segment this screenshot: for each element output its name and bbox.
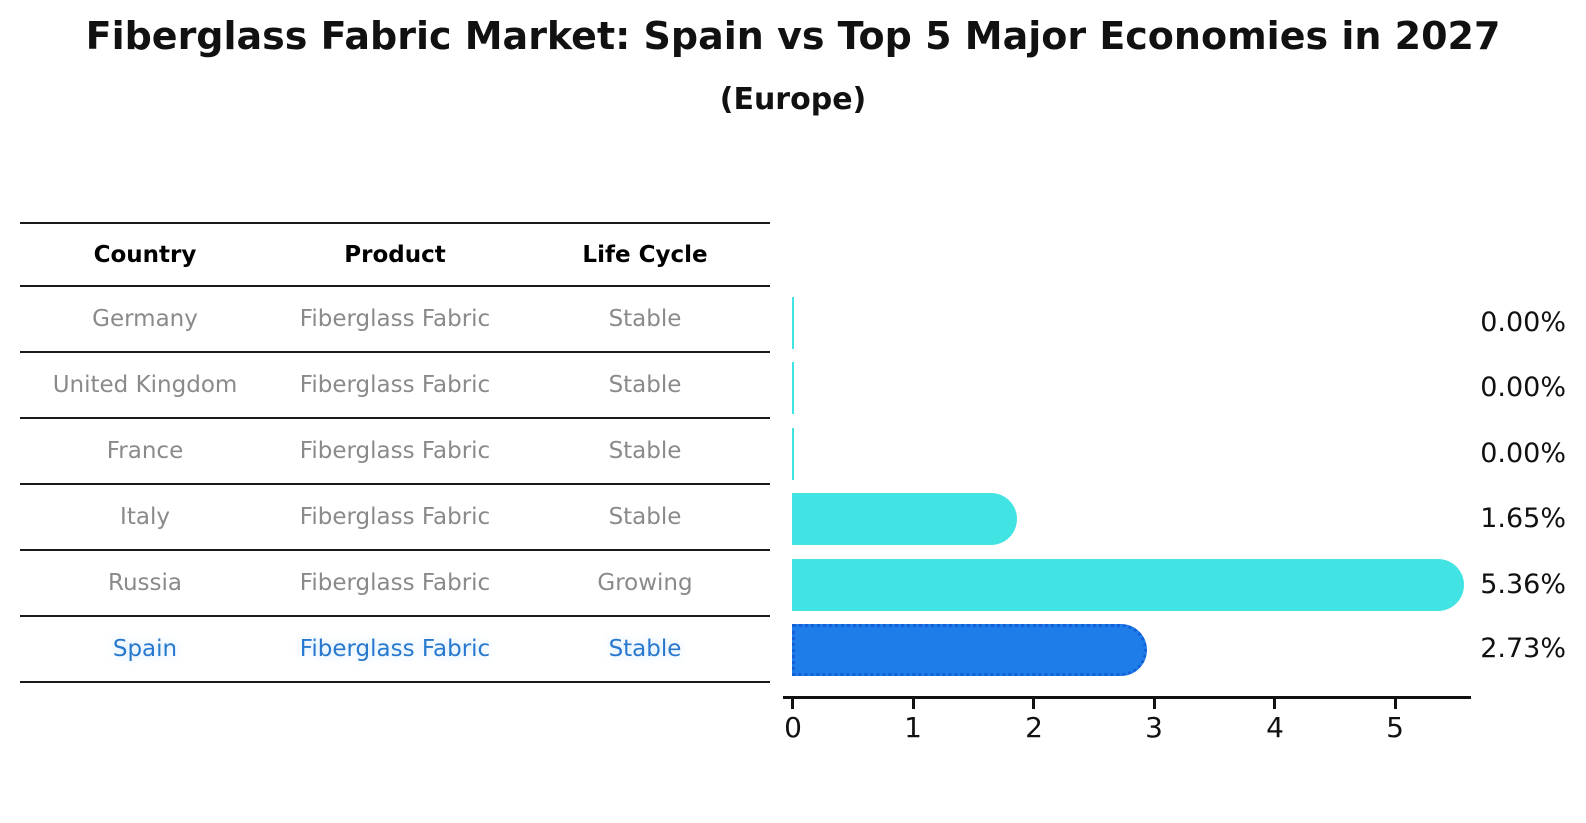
product-cell: Fiberglass Fabric	[299, 372, 491, 398]
header-country: Country	[93, 241, 197, 268]
data-table: Country Product Life Cycle Germany Fiber…	[20, 222, 770, 683]
x-tick-label-5: 5	[1386, 711, 1404, 744]
life-cycle-cell: Growing	[597, 570, 693, 596]
x-tick-mark-0	[791, 699, 794, 709]
table-header-row: Country Product Life Cycle	[20, 224, 770, 287]
table-row-germany: Germany Fiberglass Fabric Stable	[20, 287, 770, 353]
table-row-spain: Spain Fiberglass Fabric Stable	[20, 617, 770, 683]
value-label-france: 0.00%	[1480, 438, 1566, 469]
life-cycle-cell: Stable	[608, 438, 682, 464]
life-cycle-cell: Stable	[608, 636, 682, 662]
bar-france	[792, 428, 794, 480]
x-axis-line	[783, 696, 1471, 699]
value-label-russia: 5.36%	[1480, 569, 1566, 600]
product-cell: Fiberglass Fabric	[299, 306, 491, 332]
bar-united-kingdom	[792, 362, 794, 414]
table-row-united-kingdom: United Kingdom Fiberglass Fabric Stable	[20, 353, 770, 419]
x-tick-label-3: 3	[1145, 711, 1163, 744]
bar-russia	[792, 559, 1464, 611]
country-cell: Russia	[108, 570, 182, 596]
chart-title: Fiberglass Fabric Market: Spain vs Top 5…	[85, 14, 1501, 58]
life-cycle-cell: Stable	[608, 372, 682, 398]
product-cell: Fiberglass Fabric	[299, 636, 491, 662]
product-cell: Fiberglass Fabric	[299, 504, 491, 530]
x-tick-mark-3	[1153, 699, 1156, 709]
x-tick-mark-5	[1394, 699, 1397, 709]
country-cell: Germany	[92, 306, 198, 332]
x-tick-label-1: 1	[904, 711, 922, 744]
value-label-united-kingdom: 0.00%	[1480, 372, 1566, 403]
x-tick-label-4: 4	[1266, 711, 1284, 744]
value-label-germany: 0.00%	[1480, 307, 1566, 338]
country-cell: Italy	[120, 504, 170, 530]
table-row-russia: Russia Fiberglass Fabric Growing	[20, 551, 770, 617]
value-label-italy: 1.65%	[1480, 503, 1566, 534]
country-cell: France	[106, 438, 184, 464]
header-life-cycle: Life Cycle	[582, 241, 708, 268]
life-cycle-cell: Stable	[608, 504, 682, 530]
life-cycle-cell: Stable	[608, 306, 682, 332]
bar-spain	[792, 624, 1147, 676]
product-cell: Fiberglass Fabric	[299, 570, 491, 596]
x-tick-mark-1	[912, 699, 915, 709]
bar-italy	[792, 493, 1017, 545]
x-tick-mark-2	[1032, 699, 1035, 709]
bar-germany	[792, 297, 794, 349]
country-cell: Spain	[112, 636, 178, 662]
x-tick-label-0: 0	[784, 711, 802, 744]
chart-subtitle: (Europe)	[719, 82, 867, 117]
header-product: Product	[344, 241, 446, 268]
x-tick-mark-4	[1273, 699, 1276, 709]
country-cell: United Kingdom	[52, 372, 238, 398]
product-cell: Fiberglass Fabric	[299, 438, 491, 464]
table-row-italy: Italy Fiberglass Fabric Stable	[20, 485, 770, 551]
table-row-france: France Fiberglass Fabric Stable	[20, 419, 770, 485]
value-label-spain: 2.73%	[1480, 633, 1566, 664]
x-tick-label-2: 2	[1025, 711, 1043, 744]
